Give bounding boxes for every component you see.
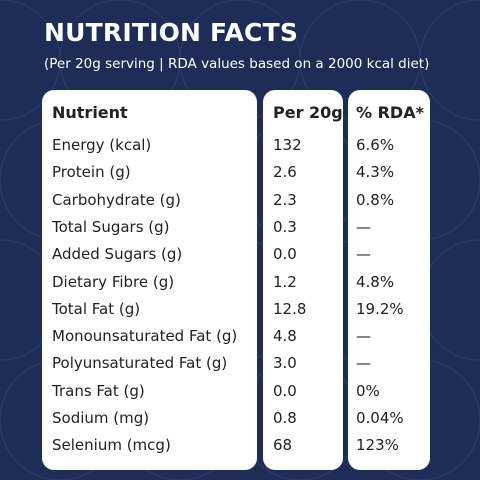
per-20g-cell: 1.2 bbox=[273, 272, 297, 291]
nutrient-cell: Total Sugars (g) bbox=[52, 217, 170, 236]
nutrient-cell: Sodium (mg) bbox=[52, 409, 150, 427]
rda-cell: 19.2% bbox=[356, 299, 404, 318]
nutrient-cell: Added Sugars (g) bbox=[52, 245, 183, 264]
per-20g-cell: 3.0 bbox=[273, 354, 297, 373]
per-20g-cell: 68 bbox=[273, 436, 293, 455]
rda-cell: 4.3% bbox=[356, 163, 395, 182]
nutrient-cell: Protein (g) bbox=[52, 163, 131, 182]
rda-cell: — bbox=[356, 217, 371, 236]
per-20g-cell: 0.8 bbox=[273, 409, 297, 427]
rda-cell: 6.6% bbox=[356, 136, 395, 154]
column-header: Nutrient bbox=[52, 103, 128, 122]
nutrient-cell: Monounsaturated Fat (g) bbox=[52, 327, 238, 346]
rda-cell: 0.04% bbox=[356, 409, 404, 427]
column-header: % RDA* bbox=[356, 103, 424, 122]
per-20g-cell: 132 bbox=[273, 136, 302, 154]
subtitle: (Per 20g serving | RDA values based on a… bbox=[44, 56, 430, 72]
per-20g-cell: 2.6 bbox=[273, 163, 297, 182]
title: NUTRITION FACTS bbox=[44, 18, 299, 47]
nutrient-column bbox=[42, 90, 257, 470]
rda-cell: — bbox=[356, 327, 371, 346]
nutrient-cell: Total Fat (g) bbox=[52, 299, 141, 318]
rda-cell: — bbox=[356, 354, 371, 373]
nutrient-cell: Polyunsaturated Fat (g) bbox=[52, 354, 228, 373]
per-20g-cell: 0.0 bbox=[273, 381, 297, 400]
column-header: Per 20g bbox=[273, 103, 343, 122]
rda-cell: 0% bbox=[356, 381, 380, 400]
per-20g-cell: 0.3 bbox=[273, 217, 297, 236]
nutrient-cell: Dietary Fibre (g) bbox=[52, 272, 175, 291]
rda-cell: — bbox=[356, 245, 371, 264]
nutrient-cell: Trans Fat (g) bbox=[52, 381, 145, 400]
nutrient-cell: Carbohydrate (g) bbox=[52, 190, 181, 209]
per-20g-cell: 4.8 bbox=[273, 327, 297, 346]
per-20g-cell: 0.0 bbox=[273, 245, 297, 264]
nutrient-cell: Energy (kcal) bbox=[52, 136, 152, 154]
rda-cell: 4.8% bbox=[356, 272, 395, 291]
per-20g-cell: 2.3 bbox=[273, 190, 297, 209]
rda-cell: 123% bbox=[356, 436, 399, 455]
nutrient-cell: Selenium (mcg) bbox=[52, 436, 171, 455]
per-20g-column bbox=[263, 90, 343, 470]
rda-column bbox=[348, 90, 430, 470]
per-20g-cell: 12.8 bbox=[273, 299, 307, 318]
rda-cell: 0.8% bbox=[356, 190, 395, 209]
